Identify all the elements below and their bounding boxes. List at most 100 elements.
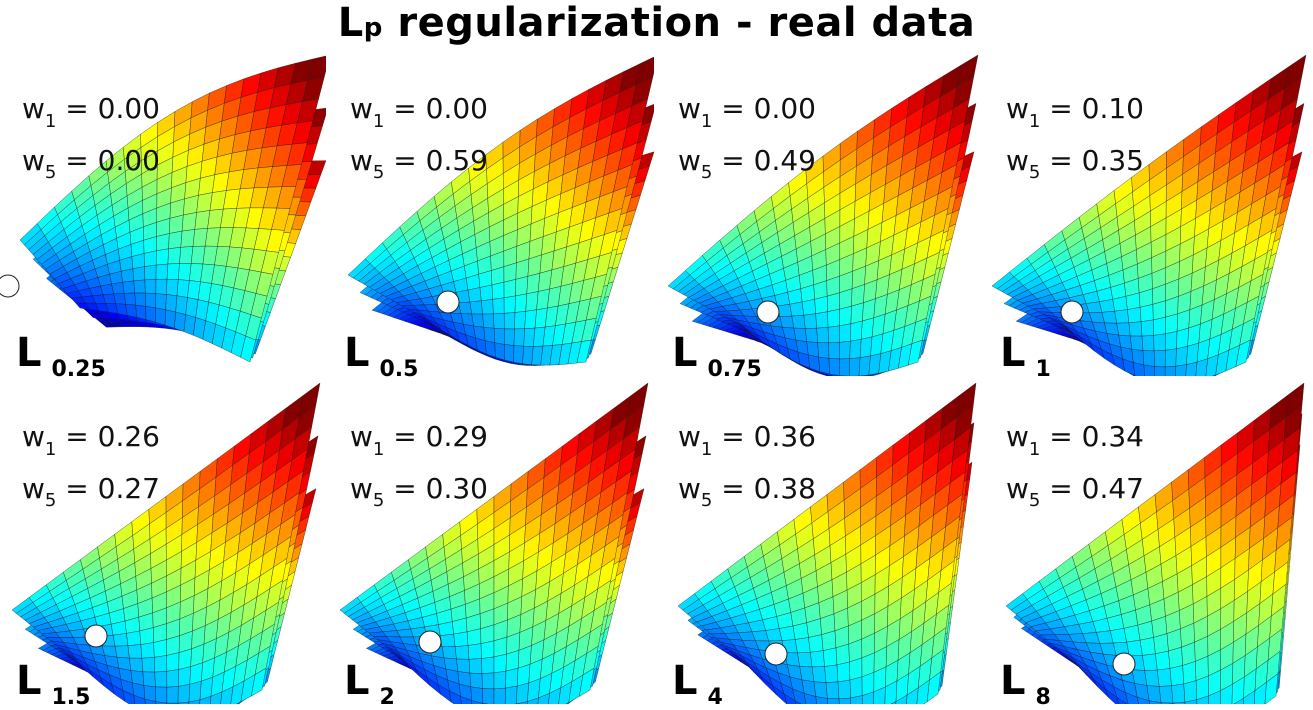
surface-cell (169, 215, 183, 234)
surface-cell (851, 303, 864, 324)
w1-readout: w1 = 0.00 (22, 88, 160, 140)
surface-cell (482, 657, 495, 674)
surface-cell (178, 667, 190, 687)
surface-cell (440, 634, 455, 647)
surface-cell (504, 279, 516, 298)
title-letter: L (338, 0, 364, 46)
surface-cell (527, 273, 540, 294)
surface-cell (839, 359, 850, 376)
surface-cell (818, 343, 829, 359)
surface-cell (457, 659, 470, 673)
surface-cell (504, 329, 514, 346)
surface-cell (1187, 343, 1199, 365)
surface-cell (454, 632, 468, 647)
surface-cell (1175, 365, 1186, 376)
surface-cell (167, 686, 178, 703)
w5-value: 0.49 (754, 144, 816, 177)
surface-cell (494, 637, 507, 657)
w1-value: 0.10 (1082, 92, 1144, 125)
surface-cell (128, 645, 142, 659)
surface-cell (180, 246, 194, 263)
surface-cell (156, 308, 166, 325)
surface-cell (492, 282, 504, 299)
minimum-marker (757, 301, 779, 323)
surface-cell (127, 631, 141, 646)
surface-cell (154, 655, 167, 672)
w1-value: 0.00 (426, 92, 488, 125)
surface-cell (819, 357, 830, 374)
surface-cell (494, 688, 506, 704)
surface-cell (1154, 334, 1166, 351)
surface-cell (495, 343, 505, 360)
surface-cell (1176, 346, 1188, 366)
surface-cell (177, 280, 189, 298)
surface-cell (169, 231, 183, 249)
surface-cell (514, 329, 525, 347)
surface-cell (115, 646, 129, 658)
surface-cell (136, 305, 146, 319)
weights-readout: w1 = 0.29 w5 = 0.30 (350, 416, 488, 519)
surface-cell (455, 646, 469, 660)
w5-value: 0.30 (426, 472, 488, 505)
surface-cell (1141, 320, 1154, 336)
surface-cell (156, 249, 168, 265)
surface-cell (840, 306, 852, 326)
surface-cell (828, 326, 839, 343)
surface-cell (145, 293, 156, 308)
surface-cell (504, 313, 515, 330)
surface-cell (859, 356, 871, 376)
surface-cell (523, 346, 534, 365)
surface-cell (189, 681, 201, 702)
surface-cell (804, 314, 817, 329)
surface-cell (121, 269, 134, 283)
surface-cell (468, 288, 481, 303)
surface-cell (494, 654, 507, 673)
norm-p: 1.5 (52, 685, 91, 710)
surface-cell (1153, 301, 1166, 320)
surface-cell (167, 670, 179, 688)
surface-cell (156, 264, 168, 279)
weights-readout: w1 = 0.26 w5 = 0.27 (22, 416, 160, 519)
surface-cell (142, 657, 155, 672)
surface-cell (829, 342, 840, 359)
w5-readout: w5 = 0.49 (678, 140, 816, 192)
surface-cell (850, 321, 862, 341)
surface-cell (482, 673, 494, 689)
surface-cell (467, 629, 481, 646)
surface-cell (1144, 365, 1155, 376)
surface-cell (1102, 311, 1117, 323)
surface-cell (1177, 328, 1189, 349)
surface-cell (1154, 350, 1165, 367)
surface-cell (524, 328, 535, 346)
weights-readout: w1 = 0.00 w5 = 0.49 (678, 88, 816, 191)
surface-cell (469, 659, 482, 674)
norm-p: 2 (380, 685, 395, 710)
surface-cell (126, 304, 137, 317)
surface-cell (166, 295, 177, 313)
surface-cell (468, 644, 481, 660)
weights-readout: w1 = 0.00 w5 = 0.00 (22, 88, 160, 191)
surface-cell (178, 684, 190, 703)
surface-cell (777, 304, 792, 316)
surface-cell (1142, 335, 1154, 351)
surface-cell (146, 306, 156, 322)
surface-cell (114, 293, 126, 304)
surface-cell (792, 315, 806, 328)
w5-value: 0.35 (1082, 144, 1144, 177)
surface-cell (1143, 351, 1155, 367)
surface-cell (144, 251, 156, 267)
surface-cell (178, 264, 191, 281)
minimum-marker (419, 631, 441, 653)
surface-cell (506, 668, 518, 688)
minimum-marker (85, 625, 107, 647)
surface-cell (516, 276, 528, 296)
surface-cell (1115, 310, 1129, 324)
surface-cell (470, 301, 483, 314)
surface-cell (1099, 299, 1114, 312)
surface-cell (482, 689, 494, 705)
surface-cell (155, 671, 167, 687)
